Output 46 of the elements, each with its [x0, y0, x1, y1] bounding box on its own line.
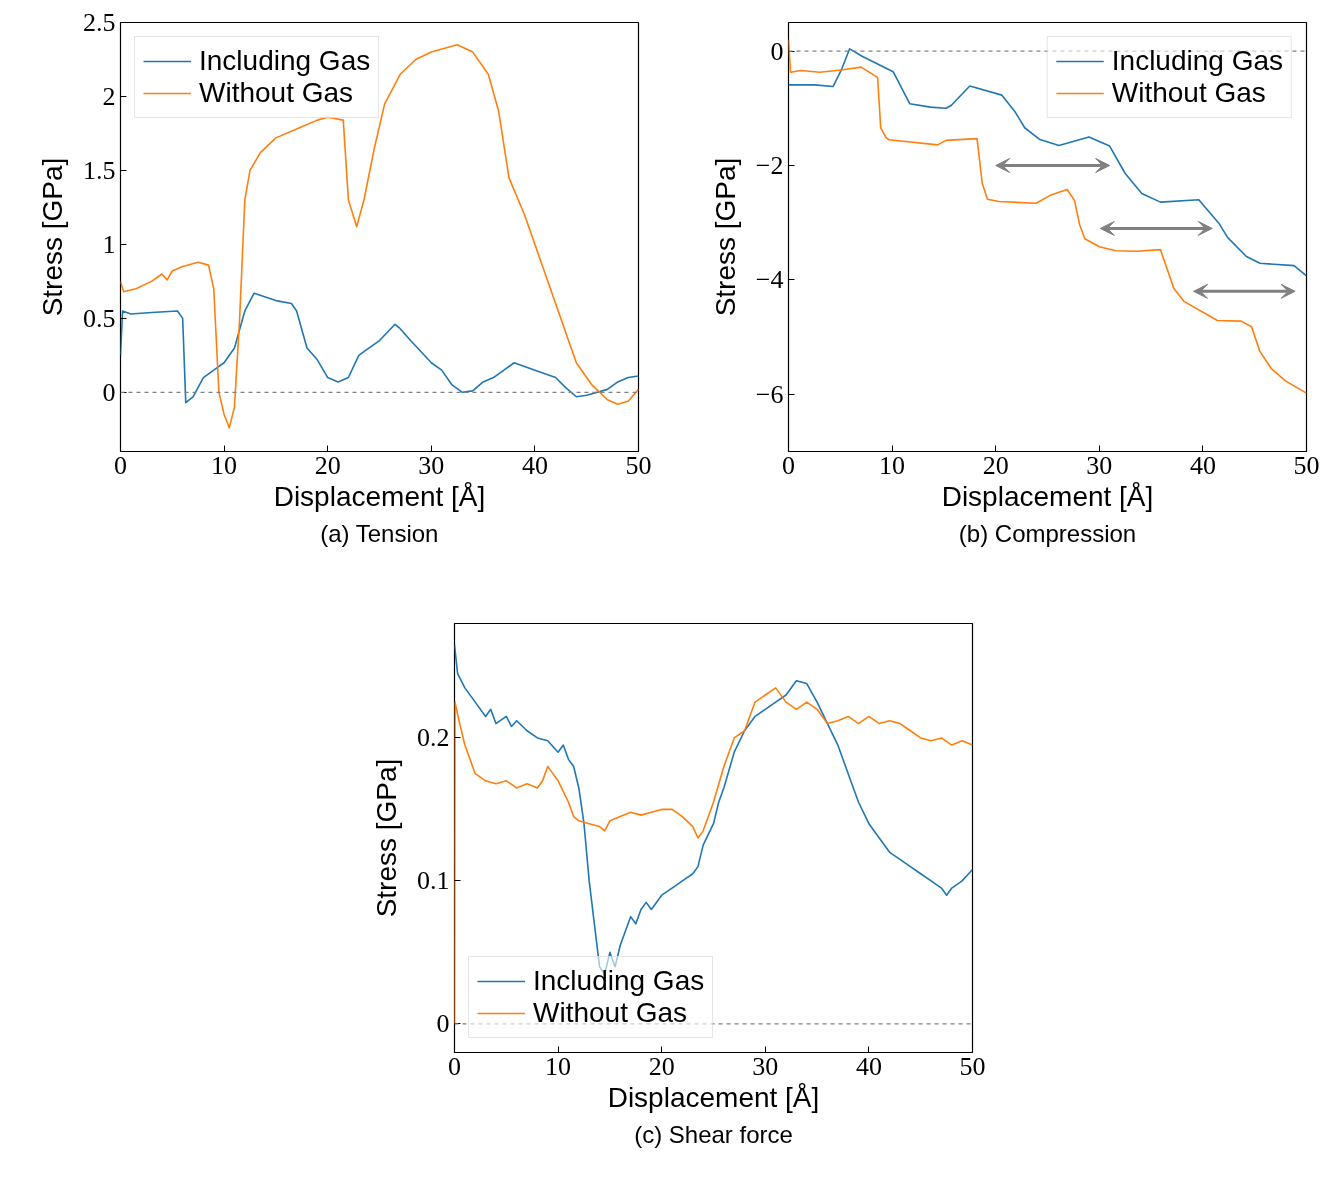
- x-tick-label: 50: [959, 1051, 986, 1081]
- text: (c) Shear force: [634, 1120, 793, 1148]
- y-tick-label: 0: [102, 377, 116, 407]
- y-tick-label: −4: [755, 265, 784, 295]
- legend-label: Without Gas: [1111, 77, 1266, 109]
- x-tick-label: 10: [879, 450, 906, 480]
- x-axis-title: Displacement [Å]: [273, 480, 486, 512]
- x-axis-title: Displacement [Å]: [607, 1081, 820, 1113]
- x-tick-label: 50: [625, 450, 652, 480]
- y-tick-label: 2.5: [83, 8, 116, 37]
- x-tick-label: 40: [855, 1051, 882, 1081]
- x-tick-label: 20: [648, 1051, 675, 1081]
- x-tick-label: 30: [752, 1051, 779, 1081]
- x-tick-label: 30: [1086, 450, 1113, 480]
- x-tick-label: 10: [545, 1051, 572, 1081]
- y-tick-label: 2: [102, 81, 116, 111]
- y-axis-title: Stress [GPa]: [37, 157, 68, 317]
- x-tick-label: 40: [521, 450, 548, 480]
- legend-label: Including Gas: [533, 965, 705, 997]
- line-series: [120, 292, 639, 404]
- y-tick-label: −6: [755, 379, 784, 409]
- line-series: [120, 43, 639, 429]
- y-tick-label: 1: [102, 229, 116, 259]
- x-tick-label: 50: [1293, 450, 1320, 480]
- y-axis-title: Stress [GPa]: [371, 758, 402, 918]
- legend-label: Including Gas: [199, 45, 371, 77]
- y-tick-label: −2: [755, 151, 784, 180]
- text: (a) Tension: [320, 519, 439, 547]
- legend-label: Including Gas: [1111, 45, 1283, 77]
- x-tick-label: 40: [1189, 450, 1216, 480]
- x-tick-label: 10: [211, 450, 238, 480]
- y-tick-label: 1.5: [83, 155, 116, 185]
- y-tick-label: 0.5: [83, 303, 116, 333]
- text: (b) Compression: [958, 519, 1137, 547]
- y-tick-label: 0.2: [417, 723, 450, 753]
- legend-label: Without Gas: [199, 77, 354, 109]
- y-tick-label: 0.1: [417, 866, 450, 896]
- y-axis-title: Stress [GPa]: [709, 157, 741, 317]
- x-tick-label: 20: [982, 450, 1009, 480]
- legend-label: Without Gas: [533, 997, 688, 1029]
- x-tick-label: 20: [314, 450, 341, 480]
- line-series: [788, 48, 1307, 277]
- y-tick-label: 0: [436, 1009, 450, 1039]
- y-tick-label: 0: [770, 36, 784, 66]
- x-axis-title: Displacement [Å]: [941, 480, 1154, 512]
- x-tick-label: 30: [418, 450, 445, 480]
